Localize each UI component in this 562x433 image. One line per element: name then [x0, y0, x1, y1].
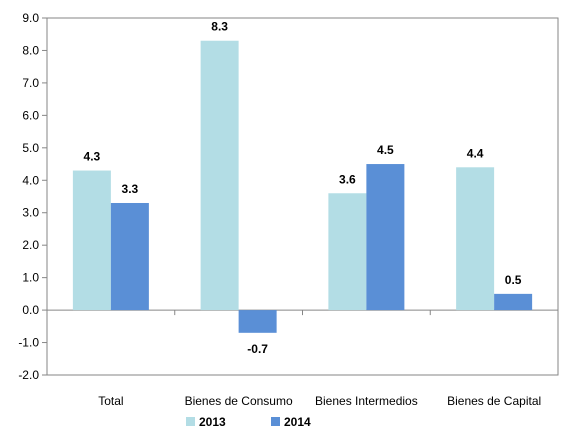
y-tick-label: 6.0 [22, 108, 39, 122]
data-label: 4.4 [467, 146, 484, 160]
bar-2013 [72, 170, 111, 311]
data-label: 3.3 [122, 182, 139, 196]
plot-frame: 9.0 8.0 7.0 6.0 5.0 4.0 3.0 2.0 1.0 0.0 -1.0 -2.0 To… [18, 11, 559, 408]
y-tick-label: 7.0 [22, 76, 39, 90]
y-tick-label: -1.0 [18, 336, 39, 350]
legend-label: 2014 [284, 415, 311, 429]
legend-swatch-2014 [271, 417, 280, 426]
y-tick-label: 9.0 [22, 11, 39, 25]
bars [72, 40, 533, 333]
data-label: 4.3 [84, 150, 101, 164]
y-tick-label: 4.0 [22, 173, 39, 187]
y-tick-label: 8.0 [22, 43, 39, 57]
y-tick-label: 5.0 [22, 141, 39, 155]
legend: 2013 2014 [186, 415, 311, 429]
category-label: Bienes de Capital [447, 394, 541, 408]
data-label: -0.7 [247, 342, 268, 356]
y-tick-label: 2.0 [22, 238, 39, 252]
bar-2014 [494, 293, 533, 311]
bar-2014 [238, 310, 277, 333]
category-label: Bienes de Consumo [185, 394, 293, 408]
bar-2013 [328, 193, 367, 311]
bar-2013 [456, 167, 495, 311]
data-label: 0.5 [505, 273, 522, 287]
legend-label: 2013 [199, 415, 226, 429]
data-label: 4.5 [377, 143, 394, 157]
y-tick-label: -2.0 [18, 368, 39, 382]
bar-2014 [366, 164, 405, 311]
category-label: Total [98, 394, 123, 408]
data-label: 8.3 [211, 20, 228, 34]
category-label: Bienes Intermedios [315, 394, 418, 408]
plot-border [46, 17, 559, 376]
y-tick-label: 3.0 [22, 206, 39, 220]
data-labels: 4.3 8.3 3.6 4.4 3.3 -0.7 4.5 0.5 [84, 20, 522, 356]
bar-2013 [200, 40, 239, 311]
y-tick-label: 1.0 [22, 271, 39, 285]
legend-swatch-2013 [186, 417, 195, 426]
y-tick-label: 0.0 [22, 303, 39, 317]
bar-2014 [110, 202, 149, 311]
data-label: 3.6 [339, 172, 356, 186]
